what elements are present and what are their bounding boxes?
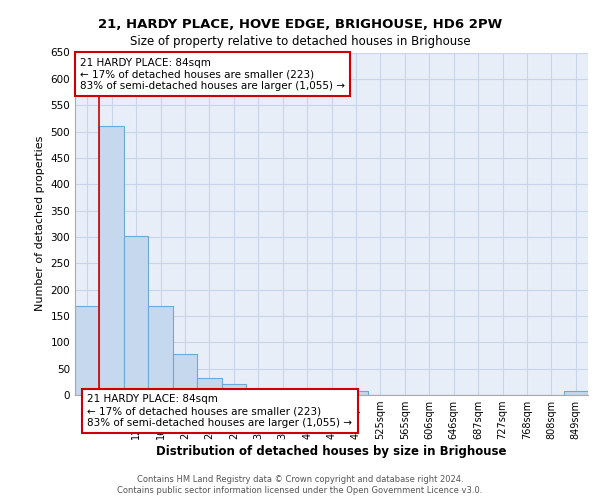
Bar bbox=[271, 391, 295, 395]
X-axis label: Distribution of detached houses by size in Brighouse: Distribution of detached houses by size … bbox=[156, 445, 507, 458]
Bar bbox=[124, 236, 148, 395]
Bar bbox=[173, 354, 197, 395]
Text: Contains public sector information licensed under the Open Government Licence v3: Contains public sector information licen… bbox=[118, 486, 482, 495]
Y-axis label: Number of detached properties: Number of detached properties bbox=[35, 136, 45, 312]
Bar bbox=[295, 391, 319, 395]
Text: 21 HARDY PLACE: 84sqm
← 17% of detached houses are smaller (223)
83% of semi-det: 21 HARDY PLACE: 84sqm ← 17% of detached … bbox=[80, 58, 345, 91]
Bar bbox=[319, 391, 344, 395]
Bar bbox=[344, 391, 368, 395]
Text: Contains HM Land Registry data © Crown copyright and database right 2024.: Contains HM Land Registry data © Crown c… bbox=[137, 475, 463, 484]
Bar bbox=[197, 378, 221, 395]
Bar bbox=[75, 306, 100, 395]
Text: 21 HARDY PLACE: 84sqm
← 17% of detached houses are smaller (223)
83% of semi-det: 21 HARDY PLACE: 84sqm ← 17% of detached … bbox=[88, 394, 352, 428]
Bar bbox=[563, 391, 588, 395]
Text: Size of property relative to detached houses in Brighouse: Size of property relative to detached ho… bbox=[130, 35, 470, 48]
Bar bbox=[246, 391, 271, 395]
Text: 21, HARDY PLACE, HOVE EDGE, BRIGHOUSE, HD6 2PW: 21, HARDY PLACE, HOVE EDGE, BRIGHOUSE, H… bbox=[98, 18, 502, 30]
Bar bbox=[148, 306, 173, 395]
Bar bbox=[221, 384, 246, 395]
Bar bbox=[100, 126, 124, 395]
